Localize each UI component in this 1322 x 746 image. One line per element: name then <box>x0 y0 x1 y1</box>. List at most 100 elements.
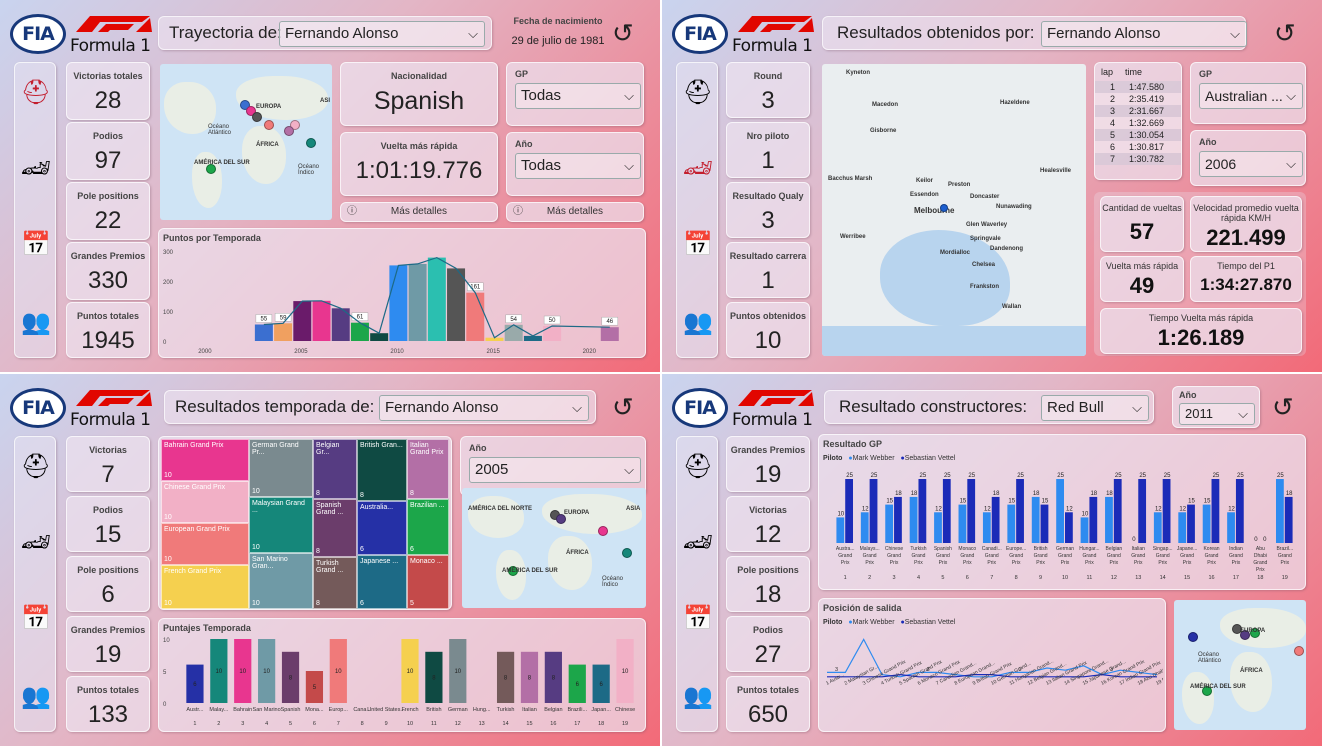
driver-select[interactable]: Fernando Alonso ⌵ <box>279 21 485 47</box>
map-dot[interactable] <box>290 120 300 130</box>
nav-sidebar: ⛑ 🏎 📅 👥 <box>676 436 718 732</box>
kpi-label: Puntos obtenidos <box>730 311 806 321</box>
driver-helmet-icon[interactable]: ⛑ <box>682 453 714 480</box>
map-dot[interactable] <box>252 112 262 122</box>
treemap-tile[interactable]: Turkish Grand ... 8 <box>313 557 357 609</box>
laps-row[interactable]: 7 1:30.782 <box>1095 153 1181 165</box>
map-dot[interactable] <box>1188 632 1198 642</box>
map-dot[interactable] <box>1294 646 1304 656</box>
treemap-tile[interactable]: European Grand Prix 10 <box>161 523 249 565</box>
more-details-button[interactable]: ⓘ Más detalles <box>340 202 498 222</box>
treemap-tile[interactable]: German Grand Pr... 10 <box>249 439 313 497</box>
driver-select[interactable]: Fernando Alonso ⌵ <box>379 395 589 421</box>
team-icon[interactable]: 👥 <box>683 683 713 710</box>
treemap-tile[interactable]: Japanese ... 6 <box>357 555 407 609</box>
tile-label: Belgian Gr... <box>316 442 340 456</box>
gp-select[interactable]: Todas ⌵ <box>515 83 641 109</box>
map-label: ÁFRICA <box>566 550 589 556</box>
x-index-label: 11 <box>1087 575 1093 581</box>
calendar-icon[interactable]: 📅 <box>21 605 51 632</box>
race-car-icon[interactable]: 🏎 <box>20 155 52 182</box>
calendar-icon[interactable]: 📅 <box>683 231 713 258</box>
map-dot[interactable] <box>508 566 518 576</box>
map-dot[interactable] <box>1250 628 1260 638</box>
map-dot[interactable] <box>1202 686 1212 696</box>
bay-water <box>880 230 1010 326</box>
back-arrow-icon[interactable]: ↺ <box>1274 18 1296 48</box>
race-car-icon[interactable]: 🏎 <box>20 529 52 556</box>
map-dot[interactable] <box>284 126 294 136</box>
driver-select[interactable]: Fernando Alonso ⌵ <box>1041 21 1247 47</box>
driver-helmet-icon[interactable]: ⛑ <box>20 79 52 106</box>
laps-row[interactable]: 2 2:35.419 <box>1095 93 1181 105</box>
treemap-tile[interactable]: Belgian Gr... 8 <box>313 439 357 499</box>
team-icon[interactable]: 👥 <box>21 683 51 710</box>
laps-row[interactable]: 1 1:47.580 <box>1095 81 1181 93</box>
year-select[interactable]: 2011 ⌵ <box>1179 403 1255 425</box>
map-dot[interactable] <box>1240 630 1250 640</box>
treemap-tile[interactable]: French Grand Prix 10 <box>161 565 249 609</box>
race-car-icon[interactable]: 🏎 <box>682 529 714 556</box>
circuit-marker[interactable] <box>940 204 948 212</box>
map-dot[interactable] <box>240 100 250 110</box>
treemap-tile[interactable]: Brazilian ... 6 <box>407 499 449 555</box>
world-map[interactable]: AMÉRICA DEL NORTE EUROPA ASIA ÁFRICA AMÉ… <box>462 488 646 608</box>
treemap-tile[interactable]: Malaysian Grand ... 10 <box>249 497 313 553</box>
team-icon[interactable]: 👥 <box>683 309 713 336</box>
tile-value: 6 <box>360 600 364 607</box>
year-select[interactable]: 2006 ⌵ <box>1199 151 1303 177</box>
back-arrow-icon[interactable]: ↺ <box>1272 392 1294 422</box>
map-dot[interactable] <box>264 120 274 130</box>
team-icon[interactable]: 👥 <box>21 309 51 336</box>
x-tick-label: Grand <box>1253 560 1267 566</box>
team-select[interactable]: Red Bull ⌵ <box>1041 395 1149 421</box>
laps-row[interactable]: 4 1:32.669 <box>1095 117 1181 129</box>
x-tick-label: Grand <box>1058 553 1072 559</box>
map-dot[interactable] <box>598 526 608 536</box>
map-dot[interactable] <box>206 164 216 174</box>
map-dot[interactable] <box>306 138 316 148</box>
treemap-tile[interactable]: Spanish Grand ... 8 <box>313 499 357 557</box>
year-select[interactable]: Todas ⌵ <box>515 153 641 179</box>
calendar-icon[interactable]: 📅 <box>21 231 51 258</box>
gp-select[interactable]: Australian ... ⌵ <box>1199 83 1303 109</box>
legend-dot: ● <box>900 455 905 462</box>
tile-label: French Grand Prix <box>164 568 222 575</box>
treemap-tile[interactable]: Italian Grand Prix 8 <box>407 439 449 499</box>
treemap-tile[interactable]: Chinese Grand Prix 10 <box>161 481 249 523</box>
laps-row[interactable]: 6 1:30.817 <box>1095 141 1181 153</box>
kpi-card: Victorias 7 <box>66 436 150 492</box>
year-select[interactable]: 2005 ⌵ <box>469 457 641 483</box>
x-tick-label: Abu <box>1256 546 1265 552</box>
laps-row[interactable]: 5 1:30.054 <box>1095 129 1181 141</box>
world-map[interactable]: EUROPA ÁFRICA AMÉRICA DEL SUR Océano Atl… <box>160 64 332 220</box>
treemap-tile[interactable]: San Marino Gran... 10 <box>249 553 313 609</box>
bar <box>312 300 331 341</box>
treemap-tile[interactable]: Bahrain Grand Prix 10 <box>161 439 249 481</box>
back-arrow-icon[interactable]: ↺ <box>612 392 634 422</box>
x-tick-label: Prix <box>1134 560 1143 566</box>
x-index-label: 1 <box>844 575 847 581</box>
treemap-tile[interactable]: Monaco ... 5 <box>407 555 449 609</box>
stat-label: Cantidad de vueltas <box>1102 203 1182 213</box>
back-arrow-icon[interactable]: ↺ <box>612 18 634 48</box>
nav-sidebar: ⛑ 🏎 📅 👥 <box>676 62 718 358</box>
bar <box>1162 479 1171 543</box>
melbourne-map[interactable]: Kyneton Macedon Gisborne Hazeldene Heale… <box>822 64 1086 356</box>
map-dot[interactable] <box>246 106 256 116</box>
calendar-icon[interactable]: 📅 <box>683 605 713 632</box>
map-dot[interactable] <box>1232 624 1242 634</box>
race-car-icon[interactable]: 🏎 <box>682 155 714 182</box>
driver-helmet-icon[interactable]: ⛑ <box>20 453 52 480</box>
driver-helmet-icon[interactable]: ⛑ <box>682 79 714 106</box>
map-dot[interactable] <box>556 514 566 524</box>
treemap-tile[interactable]: Australia... 6 <box>357 501 407 555</box>
stat-fastest-lap-time: Tiempo Vuelta más rápida 1:26.189 <box>1100 308 1302 354</box>
world-map[interactable]: EUROPA ÁFRICA AMÉRICA DEL SUR Océano Atl… <box>1174 600 1306 730</box>
x-index-label: 5 <box>289 721 292 727</box>
map-dot[interactable] <box>622 548 632 558</box>
lap-number: 3 <box>1109 106 1115 116</box>
treemap-tile[interactable]: British Gran... 8 <box>357 439 407 501</box>
laps-row[interactable]: 3 2:31.667 <box>1095 105 1181 117</box>
more-details-button[interactable]: ⓘ Más detalles <box>506 202 644 222</box>
